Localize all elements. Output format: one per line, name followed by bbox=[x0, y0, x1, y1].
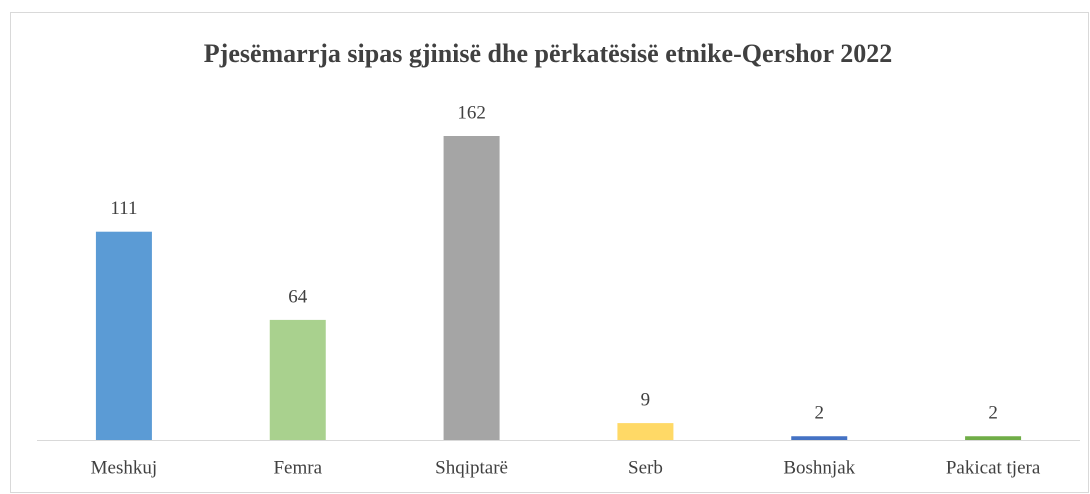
value-label: 9 bbox=[641, 389, 651, 410]
value-label: 2 bbox=[988, 403, 998, 424]
x-tick-label: Serb bbox=[628, 457, 663, 478]
x-tick-label: Pakicat tjera bbox=[946, 457, 1041, 478]
x-tick-label: Meshkuj bbox=[91, 457, 158, 478]
bar bbox=[791, 436, 848, 440]
x-tick-label: Femra bbox=[273, 457, 322, 478]
bar bbox=[443, 136, 500, 440]
value-label: 2 bbox=[815, 403, 825, 424]
value-label: 111 bbox=[110, 198, 137, 219]
x-tick-label: Shqiptarë bbox=[435, 457, 508, 478]
bar bbox=[617, 423, 674, 440]
value-label: 162 bbox=[457, 102, 486, 123]
value-label: 64 bbox=[288, 286, 308, 307]
bar bbox=[95, 231, 152, 440]
chart-frame bbox=[10, 12, 1089, 493]
bar bbox=[965, 436, 1022, 440]
bar bbox=[269, 319, 326, 440]
chart-title: Pjesëmarrja sipas gjinisë dhe përkatësis… bbox=[204, 39, 892, 68]
x-tick-label: Boshnjak bbox=[783, 457, 855, 478]
